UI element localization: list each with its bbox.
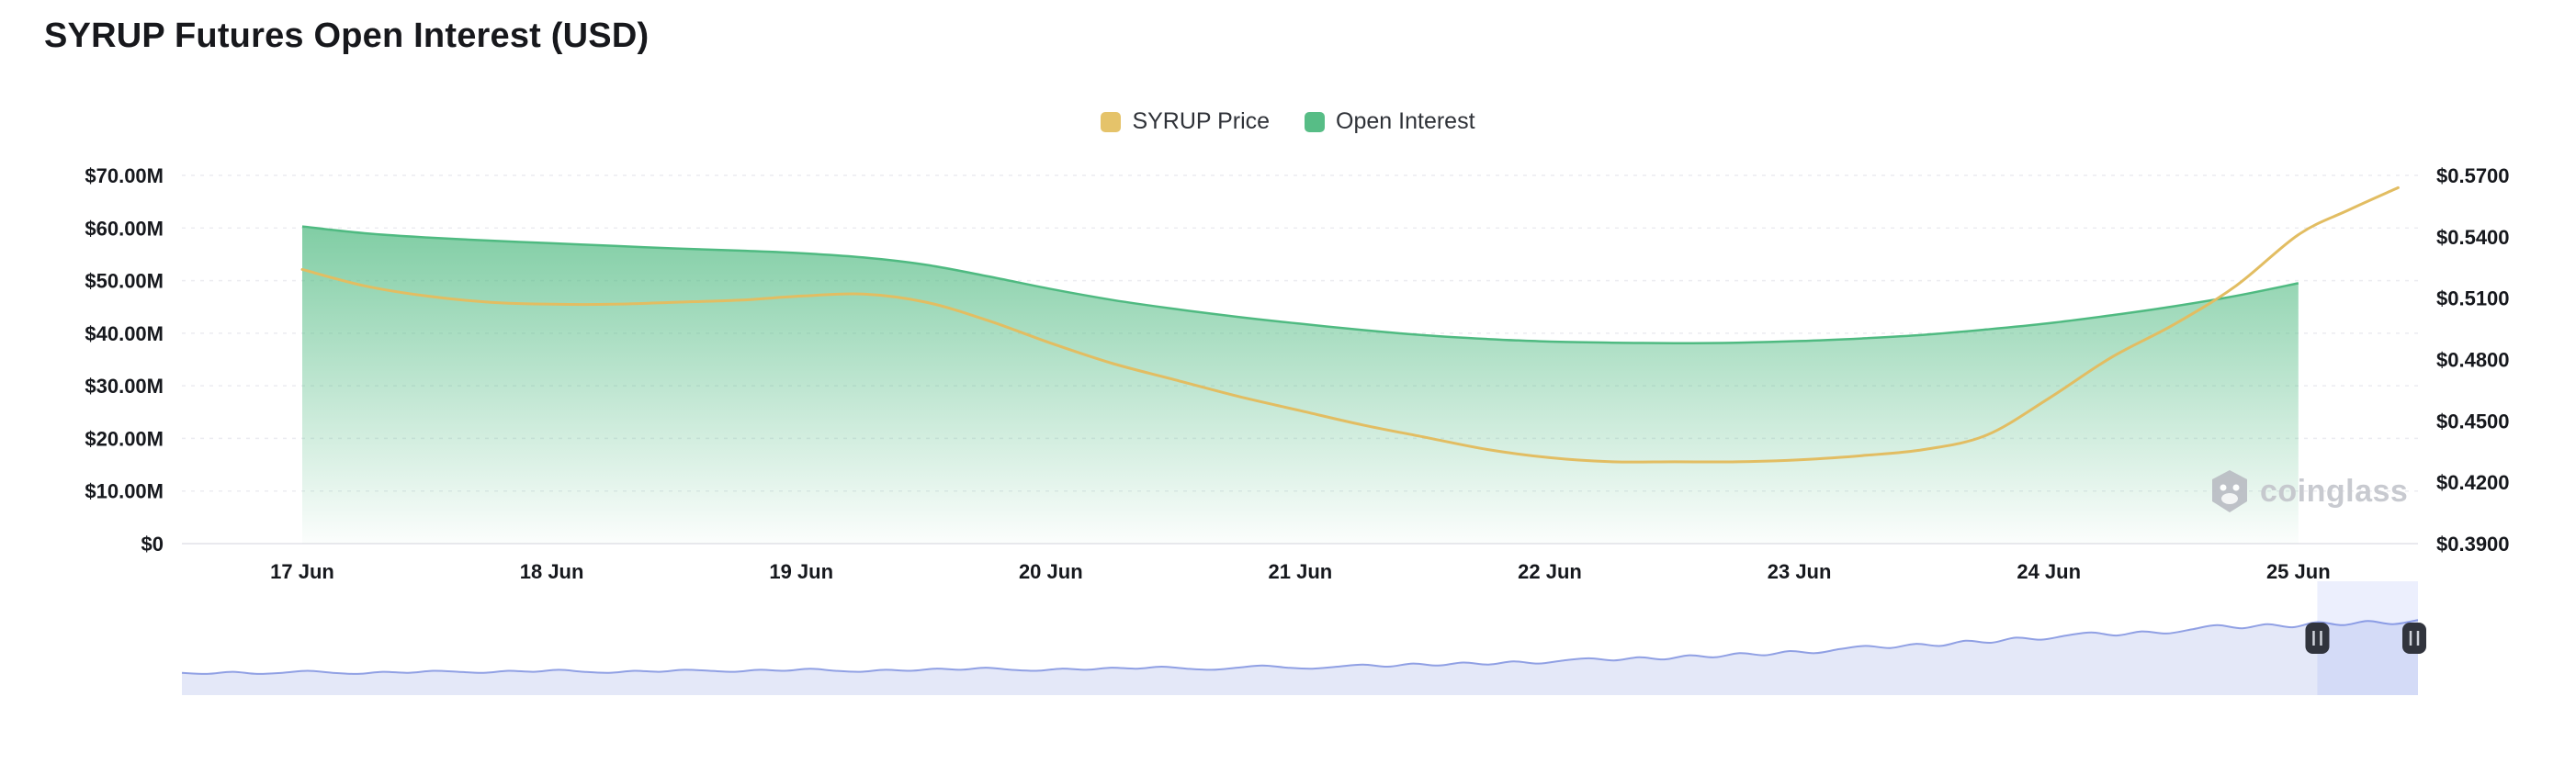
- navigator-left-handle-icon[interactable]: [2305, 623, 2330, 654]
- right-axis-label: $0.4800: [2436, 349, 2510, 372]
- x-axis-label: 19 Jun: [769, 560, 833, 583]
- x-axis-label: 22 Jun: [1518, 560, 1582, 583]
- x-axis-label: 20 Jun: [1019, 560, 1083, 583]
- legend-swatch-price: [1101, 111, 1122, 132]
- x-axis-label: 24 Jun: [2017, 560, 2081, 583]
- left-axis-label: $0: [141, 533, 164, 556]
- left-axis-label: $60.00M: [85, 217, 164, 240]
- x-axis-label: 17 Jun: [270, 560, 334, 583]
- chart-title: SYRUP Futures Open Interest (USD): [44, 17, 650, 55]
- navigator-right-handle-icon[interactable]: [2402, 623, 2426, 654]
- legend-item-open-interest[interactable]: Open Interest: [1305, 108, 1475, 135]
- left-axis-label: $50.00M: [85, 270, 164, 293]
- chart-legend: SYRUP Price Open Interest: [0, 108, 2576, 135]
- x-axis-label: 21 Jun: [1269, 560, 1333, 583]
- x-axis-label: 25 Jun: [2266, 560, 2331, 583]
- right-axis-label: $0.5100: [2436, 287, 2510, 310]
- x-axis-label: 23 Jun: [1768, 560, 1832, 583]
- right-axis-label: $0.4200: [2436, 471, 2510, 494]
- navigator-area[interactable]: [182, 620, 2418, 695]
- left-axis-label: $70.00M: [85, 164, 164, 187]
- coinglass-logo-icon: [2212, 470, 2247, 512]
- syrup-price-line: [300, 185, 2400, 464]
- x-axis-label: 18 Jun: [520, 560, 584, 583]
- coinglass-watermark-text: coinglass: [2260, 473, 2409, 509]
- left-axis-label: $10.00M: [85, 480, 164, 503]
- right-axis-label: $0.5400: [2436, 226, 2510, 249]
- left-axis-label: $30.00M: [85, 375, 164, 398]
- right-axis-label: $0.4500: [2436, 410, 2510, 433]
- left-axis-label: $40.00M: [85, 322, 164, 345]
- open-interest-line: [301, 225, 2299, 344]
- left-axis-label: $20.00M: [85, 427, 164, 450]
- legend-swatch-open-interest: [1305, 111, 1326, 132]
- right-axis-label: $0.5700: [2436, 164, 2510, 187]
- legend-label-price: SYRUP Price: [1132, 108, 1271, 134]
- legend-label-open-interest: Open Interest: [1336, 108, 1475, 134]
- open-interest-area: [302, 226, 2299, 544]
- legend-item-syrup-price[interactable]: SYRUP Price: [1101, 108, 1270, 135]
- coinglass-watermark: coinglass: [2209, 468, 2408, 514]
- navigator-selection[interactable]: [2317, 581, 2418, 695]
- navigator-series-line: [181, 619, 2419, 675]
- right-axis-label: $0.3900: [2436, 533, 2510, 556]
